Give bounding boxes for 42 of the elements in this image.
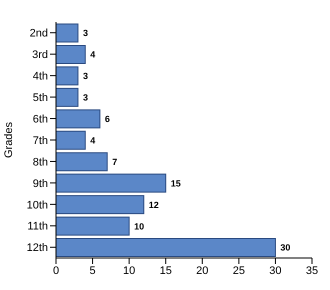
x-tick-label: 25: [232, 264, 245, 277]
bar: [56, 174, 166, 193]
data-label: 3: [82, 71, 88, 82]
bar: [56, 66, 78, 86]
x-tick-label: 35: [306, 264, 318, 277]
y-tick-label: 8th: [32, 156, 48, 168]
bar: [56, 109, 100, 128]
y-tick-label: 5th: [32, 92, 48, 104]
y-tick-label: 12th: [26, 242, 48, 254]
data-label: 12: [148, 200, 159, 210]
x-tick-label: 30: [269, 264, 282, 277]
data-label: 10: [134, 221, 144, 232]
data-label: 3: [82, 28, 88, 38]
bar: [56, 24, 78, 42]
bar: [56, 152, 108, 172]
y-tick-label: 11th: [27, 220, 48, 233]
bar: [56, 130, 86, 150]
data-label: 7: [112, 156, 118, 167]
y-tick-label: 3rd: [32, 49, 48, 62]
x-tick-label: 5: [90, 264, 96, 277]
data-label: 6: [104, 114, 110, 124]
bar: [56, 88, 78, 107]
x-tick-label: 10: [123, 264, 136, 277]
bar: [56, 195, 144, 214]
y-tick-label: 6th: [32, 113, 48, 126]
data-label: 4: [90, 50, 96, 60]
bar: [56, 44, 86, 64]
data-label: 4: [90, 135, 96, 146]
y-tick-label: 7th: [32, 134, 48, 147]
y-tick-label: 10th: [26, 199, 48, 212]
x-tick-label: 15: [160, 264, 172, 277]
data-label: 3: [82, 92, 88, 103]
x-tick-label: 20: [196, 264, 208, 277]
x-tick-label: 0: [52, 264, 60, 277]
data-label: 15: [170, 178, 181, 188]
y-tick-label: 2nd: [30, 28, 48, 40]
bar: [56, 238, 276, 258]
y-tick-label: 4th: [32, 70, 48, 83]
y-tick-label: 9th: [32, 178, 48, 190]
bar: [56, 216, 130, 236]
y-axis-title: Grades: [2, 121, 15, 158]
data-label: 30: [280, 242, 290, 253]
